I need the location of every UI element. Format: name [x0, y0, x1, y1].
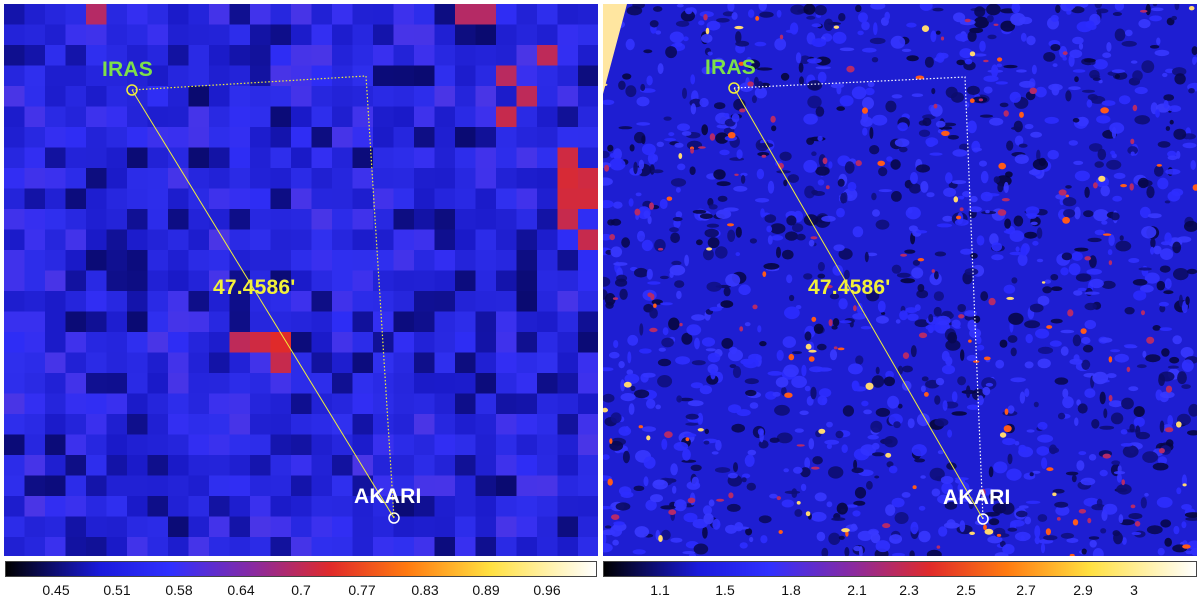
- left-colorbar-ticks: 0.45 0.51 0.58 0.64 0.7 0.77 0.83 0.89 0…: [5, 582, 597, 602]
- right-distance-line: [733, 87, 984, 520]
- right-tick: 2.5: [956, 582, 976, 598]
- left-tick: 0.58: [165, 582, 193, 598]
- right-tick: 3: [1130, 582, 1138, 598]
- left-tick: 0.89: [472, 582, 500, 598]
- right-tick: 2.3: [899, 582, 919, 598]
- left-tick: 0.96: [533, 582, 561, 598]
- left-tick: 0.64: [227, 582, 255, 598]
- left-distance-line: [131, 89, 395, 519]
- right-tick: 2.1: [847, 582, 867, 598]
- left-tick: 0.7: [291, 582, 311, 598]
- left-iras-label: IRAS: [102, 58, 153, 81]
- left-colorbar-gradient: [6, 562, 596, 576]
- right-tick: 1.1: [650, 582, 670, 598]
- right-colorbar-gradient: [604, 562, 1196, 576]
- right-colorbar-ticks: 1.1 1.5 1.8 2.1 2.3 2.5 2.7 2.9 3: [603, 582, 1197, 602]
- left-akari-label: AKARI: [354, 485, 422, 508]
- right-distance-label: 47.4586': [808, 276, 891, 299]
- right-offset-guide: [733, 76, 984, 520]
- right-tick: 1.8: [781, 582, 801, 598]
- right-tick: 1.5: [715, 582, 735, 598]
- right-measurement-overlay: [728, 76, 989, 525]
- right-smoothed-map: [603, 4, 1197, 556]
- left-pixel-map: [4, 4, 598, 556]
- left-tick: 0.77: [348, 582, 376, 598]
- left-measurement-overlay: [126, 75, 400, 524]
- right-colorbar: [603, 561, 1197, 577]
- left-tick: 0.51: [103, 582, 131, 598]
- left-distance-label: 47.4586': [213, 276, 296, 299]
- left-colorbar: [5, 561, 597, 577]
- right-image-panel: IRAS AKARI 47.4586': [603, 4, 1197, 556]
- left-tick: 0.45: [42, 582, 70, 598]
- left-image-panel: IRAS AKARI 47.4586': [4, 4, 598, 556]
- right-tick: 2.9: [1073, 582, 1093, 598]
- right-tick: 2.7: [1016, 582, 1036, 598]
- left-offset-guide: [131, 75, 395, 519]
- right-akari-label: AKARI: [943, 486, 1011, 509]
- left-tick: 0.83: [411, 582, 439, 598]
- right-iras-label: IRAS: [705, 56, 756, 79]
